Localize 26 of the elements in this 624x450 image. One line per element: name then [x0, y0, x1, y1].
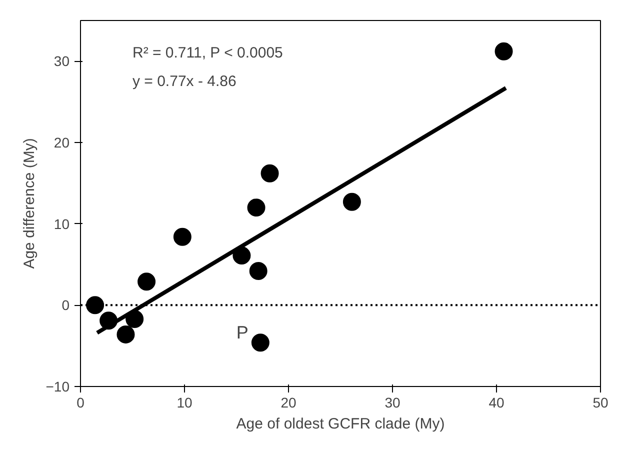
annotation: y = 0.77x - 4.86: [132, 73, 236, 90]
y-tick-label: 20: [54, 134, 70, 150]
x-axis-title: Age of oldest GCFR clade (My): [236, 416, 445, 432]
y-axis-title: Age difference (My): [20, 138, 38, 269]
x-tick-label: 40: [488, 394, 504, 410]
point: [116, 325, 135, 344]
x-tick-label: 30: [384, 394, 400, 410]
point: [251, 334, 270, 352]
annotation: R² = 0.711, P < 0.0005: [132, 44, 283, 62]
x-tick-label: 20: [280, 394, 296, 410]
y-tick-label: −10: [46, 378, 70, 394]
y-tick-label: 0: [62, 297, 70, 314]
y-tick-label: 10: [54, 216, 70, 232]
point: [138, 272, 156, 291]
point: [494, 42, 513, 60]
point: [86, 296, 104, 314]
point: [260, 164, 279, 182]
point: [249, 262, 268, 280]
point: [342, 192, 361, 211]
point: [247, 198, 266, 217]
x-tick-label: 50: [592, 394, 608, 410]
x-tick-label: 10: [176, 394, 192, 410]
annotation: P: [236, 322, 248, 343]
point: [173, 228, 192, 246]
x-tick-label: 0: [76, 394, 85, 410]
y-tick-label: 30: [54, 53, 70, 70]
